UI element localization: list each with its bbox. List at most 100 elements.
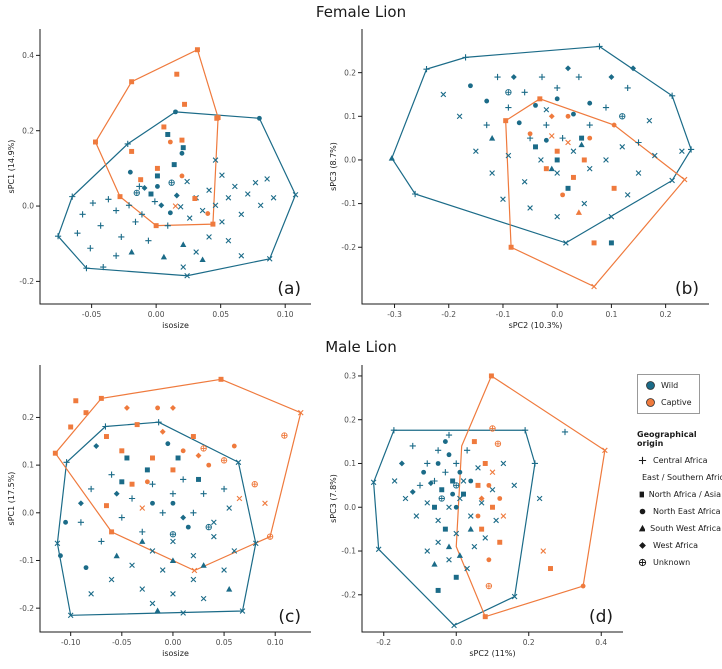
svg-text:-0.2: -0.2 [341,243,356,252]
svg-text:0.2: 0.2 [22,126,34,135]
wild-swatch-icon [646,381,655,390]
panel-b-svg: -0.3 -0.2 -0.1 0.0 0.1 0.2 -0.2 -0.1 0.0 0.1 0.2 sP… [329,29,709,330]
origin-label: West Africa [653,541,699,550]
legend-origin-item: West Africa [637,540,721,551]
hull-layer [391,45,692,288]
points-layer [52,376,304,619]
svg-text:-0.2: -0.2 [441,310,456,319]
legend-item-wild: Wild [645,380,692,391]
legend-group-box: Wild Captive [637,374,700,414]
svg-text:0.0: 0.0 [344,156,356,165]
svg-text:0.1: 0.1 [605,310,617,319]
origin-label: Central Africa [653,456,708,465]
svg-text:-0.05: -0.05 [112,638,132,647]
wild-hull [56,421,257,616]
origin-symbol-icon [638,524,646,532]
svg-text:0.0: 0.0 [22,202,34,211]
svg-text:0.4: 0.4 [595,638,607,647]
origin-label: North East Africa [653,507,721,516]
panel-c-svg: -0.10 -0.05 0.00 0.05 0.10 -0.2 -0.1 0.0 0.1 0.2 i… [7,365,311,658]
panel-tag: (c) [278,607,301,627]
svg-text:-0.1: -0.1 [496,310,511,319]
origin-symbol-icon [639,491,644,498]
legend-label: Wild [661,381,679,390]
origin-label: South West Africa [650,524,721,533]
y-axis-label: sPC3 (8.7%) [329,142,338,191]
svg-text:-0.2: -0.2 [376,638,391,647]
legend-item-captive: Captive [645,397,692,408]
legend-origin-item: North East Africa [637,506,721,517]
wild-hull [372,429,536,627]
svg-text:0.0: 0.0 [344,503,356,512]
x-axis-label: sPC2 (11%) [469,649,515,658]
axes: -0.3 -0.2 -0.1 0.0 0.1 0.2 -0.2 -0.1 0.0 0.1 0.2 sP… [329,29,709,330]
x-axis-label: isosize [162,321,189,330]
panel-tag: (a) [277,279,301,299]
hull-layer [57,48,297,277]
origin-symbol-icon [639,542,646,549]
captive-hull [94,48,219,227]
svg-text:0.2: 0.2 [660,310,672,319]
svg-text:0.10: 0.10 [267,638,284,647]
svg-text:0.2: 0.2 [523,638,535,647]
male-lion-title: Male Lion [325,338,397,356]
captive-hull [455,375,606,618]
svg-text:-0.2: -0.2 [341,590,356,599]
panel-b-scatter: -0.3 -0.2 -0.1 0.0 0.1 0.2 -0.2 -0.1 0.0 0.1 0.2 sP… [326,20,718,334]
panel-d-svg: -0.2 0.0 0.2 0.4 -0.2 -0.1 0.0 0.1 0.2 0.3 sPC2 (1… [329,365,623,658]
svg-text:0.2: 0.2 [344,415,356,424]
svg-text:0.00: 0.00 [165,638,182,647]
x-axis-label: sPC2 (10.3%) [509,321,563,330]
svg-text:0.2: 0.2 [22,413,34,422]
wild-hull [391,45,692,244]
axes: -0.05 0.00 0.05 0.10 -0.2 0.0 0.2 0.4 isosize sPC… [7,29,311,330]
legend-origin-title: Geographical origin [637,430,697,448]
captive-hull [505,98,686,288]
captive-hull [54,378,302,572]
female-lion-title: Female Lion [315,3,407,21]
panel-a-scatter: -0.05 0.00 0.05 0.10 -0.2 0.0 0.2 0.4 isosize sPC… [4,20,320,334]
origin-symbol-icon [638,456,647,465]
panel-c-scatter: -0.10 -0.05 0.00 0.05 0.10 -0.2 -0.1 0.0 0.1 0.2 i… [4,356,320,662]
points-layer [370,373,608,629]
svg-text:0.05: 0.05 [212,310,229,319]
points-layer [54,47,299,279]
svg-text:0.0: 0.0 [551,310,563,319]
y-axis-label: sPC1 (14.9%) [7,140,16,194]
svg-text:-0.1: -0.1 [341,199,356,208]
legend-label: Captive [661,398,692,407]
x-axis-label: isosize [162,649,189,658]
svg-text:0.05: 0.05 [216,638,233,647]
svg-text:0.4: 0.4 [22,51,34,60]
hull-layer [54,378,302,616]
wild-hull [57,111,297,277]
svg-text:0.0: 0.0 [450,638,462,647]
svg-text:-0.1: -0.1 [341,547,356,556]
svg-text:-0.3: -0.3 [387,310,402,319]
svg-text:-0.10: -0.10 [61,638,81,647]
svg-text:-0.05: -0.05 [82,310,102,319]
origin-label: North Africa / Asia [648,490,721,499]
y-axis-label: sPC1 (17.5%) [7,472,16,526]
svg-text:-0.1: -0.1 [19,556,34,565]
svg-text:0.3: 0.3 [344,372,356,381]
origin-label: East / Southern Africa [642,473,722,482]
legend-origin-item: North Africa / Asia [637,489,721,500]
svg-text:-0.2: -0.2 [19,604,34,613]
axes: -0.2 0.0 0.2 0.4 -0.2 -0.1 0.0 0.1 0.2 0.3 sPC2 (1… [329,365,623,658]
svg-text:0.1: 0.1 [344,112,356,121]
origin-label: Unknown [653,558,691,567]
svg-text:0.00: 0.00 [148,310,165,319]
legend-origin-item: East / Southern Africa [637,472,722,483]
axes: -0.10 -0.05 0.00 0.05 0.10 -0.2 -0.1 0.0 0.1 0.2 i… [7,365,311,658]
svg-text:0.1: 0.1 [22,461,34,470]
panel-a-svg: -0.05 0.00 0.05 0.10 -0.2 0.0 0.2 0.4 isosize sPC… [7,29,311,330]
panel-tag: (b) [675,279,699,299]
origin-symbol-icon [638,558,647,567]
svg-text:0.0: 0.0 [22,508,34,517]
svg-text:0.1: 0.1 [344,459,356,468]
legend-origin-item: Central Africa [637,455,721,466]
origin-symbol-icon [639,508,646,515]
y-axis-label: sPC3 (7.8%) [329,474,338,523]
